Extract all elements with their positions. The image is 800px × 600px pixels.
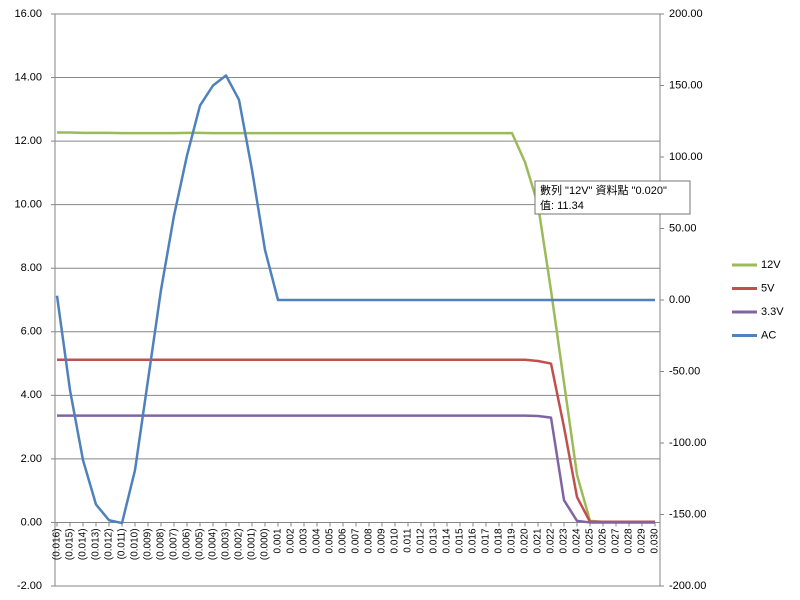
x-tick-label: 0.024 [572,528,583,553]
x-tick-label: (0.006) [182,528,193,560]
x-tick-label: 0.022 [546,528,557,553]
x-tick-label: 0.030 [650,528,661,553]
y2-tick-label: 0.00 [669,294,690,306]
x-tick-label: (0.001) [247,528,258,560]
x-tick-label: (0.012) [104,528,115,560]
y-tick-label: 6.00 [21,326,42,338]
x-tick-label: (0.008) [156,528,167,560]
tooltip-text: 數列 "12V" 資料點 "0.020" [540,183,667,197]
series-line [57,131,655,524]
x-tick-label: (0.000) [260,528,271,560]
y-tick-label: 10.00 [14,199,42,211]
y-tick-label: 16.00 [14,8,42,20]
y-tick-label: 12.00 [14,135,42,147]
legend-label: AC [761,329,776,341]
x-tick-label: 0.026 [598,528,609,553]
x-tick-label: 0.023 [559,528,570,553]
y2-tick-label: -50.00 [669,365,700,377]
x-tick-label: (0.014) [78,528,89,560]
x-tick-label: 0.015 [455,528,466,553]
x-tick-label: 0.001 [273,528,284,553]
x-tick-label: 0.002 [286,528,297,553]
legend-label: 5V [761,282,775,294]
y2-tick-label: -100.00 [669,437,706,449]
x-tick-label: (0.003) [221,528,232,560]
x-tick-label: 0.011 [403,528,414,553]
x-tick-label: 0.013 [429,528,440,553]
y-tick-label: 0.00 [21,516,42,528]
y2-tick-label: 50.00 [669,222,697,234]
x-tick-label: 0.021 [533,528,544,553]
x-tick-label: 0.014 [442,528,453,553]
x-tick-label: 0.004 [312,528,323,553]
x-tick-label: 0.029 [637,528,648,553]
x-tick-label: 0.006 [338,528,349,553]
x-tick-label: (0.007) [169,528,180,560]
series-line [57,414,655,524]
y2-tick-label: 150.00 [669,79,703,91]
x-tick-label: 0.017 [481,528,492,553]
x-tick-label: (0.016) [52,528,63,560]
x-tick-label: 0.016 [468,528,479,553]
x-tick-label: (0.002) [234,528,245,560]
x-tick-label: 0.012 [416,528,427,553]
y2-tick-label: -200.00 [669,580,706,592]
x-tick-label: 0.019 [507,528,518,553]
x-tick-label: 0.028 [624,528,635,553]
x-tick-label: (0.009) [143,528,154,560]
x-tick-label: 0.027 [611,528,622,553]
x-tick-label: 0.005 [325,528,336,553]
y2-tick-label: 200.00 [669,8,703,20]
x-tick-label: (0.015) [65,528,76,560]
y-tick-label: 2.00 [21,453,42,465]
y-tick-label: 14.00 [14,71,42,83]
x-tick-label: 0.018 [494,528,505,553]
series-line [55,74,655,525]
x-tick-label: (0.013) [91,528,102,560]
y-tick-label: 8.00 [21,262,42,274]
x-tick-label: (0.011) [117,528,128,559]
tooltip-text: 值: 11.34 [540,199,584,212]
y2-tick-label: -150.00 [669,508,706,520]
y-tick-label: 4.00 [21,389,42,401]
x-tick-label: 0.010 [390,528,401,553]
y-tick-label: -2.00 [17,580,42,592]
x-tick-label: 0.003 [299,528,310,553]
legend-label: 12V [761,259,781,271]
x-tick-label: 0.025 [585,528,596,553]
tooltip-box [534,180,691,215]
series-line [57,358,655,524]
x-tick-label: (0.010) [130,528,141,560]
y2-tick-label: 100.00 [669,151,703,163]
x-tick-label: (0.004) [208,528,219,560]
x-tick-label: 0.009 [377,528,388,553]
x-tick-label: 0.007 [351,528,362,553]
x-tick-label: 0.008 [364,528,375,553]
legend-label: 3.3V [761,306,784,318]
x-tick-label: 0.020 [520,528,531,553]
x-tick-label: (0.005) [195,528,206,560]
